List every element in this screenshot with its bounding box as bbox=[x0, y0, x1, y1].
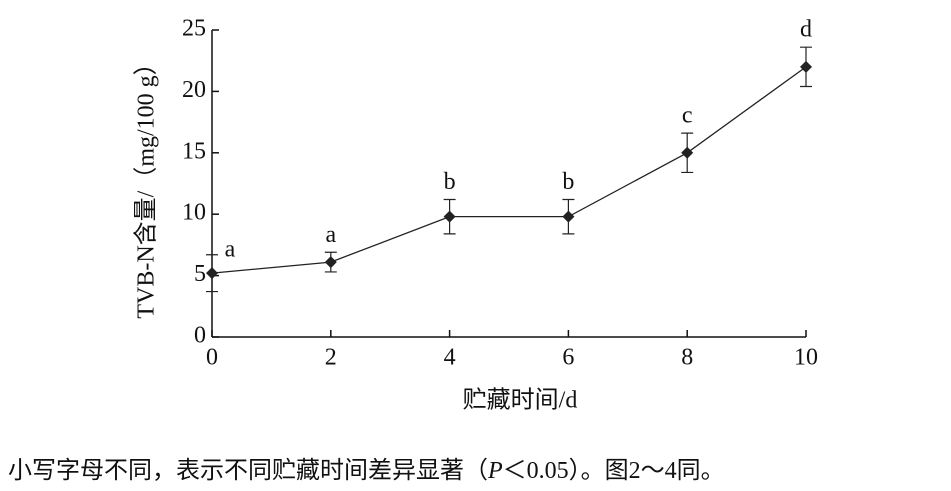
x-tick-label: 2 bbox=[325, 345, 337, 371]
data-point bbox=[681, 146, 694, 159]
y-tick-label: 0 bbox=[194, 323, 206, 349]
data-point bbox=[562, 210, 575, 223]
x-tick-label: 8 bbox=[681, 345, 693, 371]
x-tick-label: 4 bbox=[444, 345, 456, 371]
significance-label: b bbox=[562, 169, 574, 195]
y-tick-label: 25 bbox=[182, 16, 206, 42]
y-tick-label: 10 bbox=[182, 200, 206, 226]
caption-text: P bbox=[488, 458, 503, 484]
significance-label: a bbox=[225, 237, 236, 263]
x-tick-label: 6 bbox=[562, 345, 574, 371]
y-tick-label: 5 bbox=[194, 261, 206, 287]
caption: 小写字母不同，表示不同贮藏时间差异显著（P＜0.05）。图2～4同。 bbox=[8, 450, 725, 485]
significance-label: d bbox=[800, 17, 812, 43]
chart: 贮藏时间/d TVB-N含量/（mg/100 g） 0 5 10 15 20 25 0 2 4 6… bbox=[133, 16, 819, 414]
y-axis-title: TVB-N含量/（mg/100 g） bbox=[133, 51, 160, 318]
data-point bbox=[206, 267, 218, 280]
y-tick-label: 20 bbox=[182, 77, 206, 103]
significance-label: a bbox=[325, 222, 336, 248]
data-point bbox=[443, 210, 456, 223]
x-axis-title: 贮藏时间/d bbox=[463, 387, 578, 414]
data-point bbox=[324, 256, 337, 269]
y-tick-label: 15 bbox=[182, 138, 206, 164]
x-tick-label: 0 bbox=[206, 345, 218, 371]
significance-label: b bbox=[444, 169, 456, 195]
caption-text: ＜0.05）。图2～4同。 bbox=[502, 458, 725, 484]
data-point bbox=[800, 60, 812, 73]
data-line bbox=[211, 66, 807, 274]
caption-text: 小写字母不同，表示不同贮藏时间差异显著（ bbox=[8, 458, 488, 484]
x-tick-label: 10 bbox=[794, 345, 818, 371]
significance-label: c bbox=[682, 103, 693, 129]
